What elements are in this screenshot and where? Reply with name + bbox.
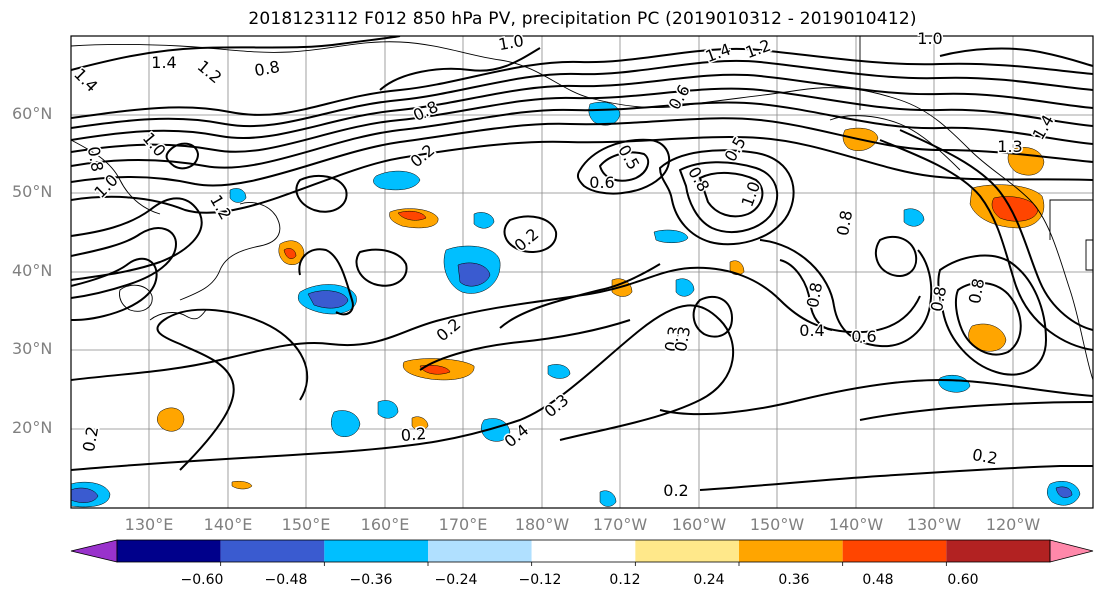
colorbar-segment [739,540,843,562]
contour-label: 0.8 [684,163,713,195]
contour-label: 1.4 [703,40,733,67]
gridlines [71,36,1093,508]
colorbar-tick-label: −0.48 [264,572,308,588]
lat-label-60n: 60°N [12,104,53,123]
contour-label: 0.2 [433,314,465,345]
lat-label-20n: 20°N [12,418,53,437]
pv-contours [71,36,1093,491]
colorbar-tick-label: −0.12 [518,572,562,588]
contour-label: 0.3 [671,325,694,353]
colorbar-tick-label: 0.12 [609,572,641,588]
colorbar-tick-label: −0.36 [349,572,393,588]
colorbar-tick-label: −0.24 [434,572,478,588]
colorbar-segment [117,540,221,562]
lon-label-160w: 160°W [671,515,727,534]
colorbar-frame [116,539,1051,563]
contour-label: 0.2 [79,425,102,453]
contour-label: 0.6 [589,173,614,192]
colorbar-segment [531,540,636,562]
lon-label-130e: 130°E [124,515,174,534]
contour-label: 0.5 [614,141,643,173]
colorbar-tick-label: 0.24 [693,572,725,588]
lat-label-50n: 50°N [12,182,53,201]
contour-label: 0.8 [965,277,988,305]
contour-label: 1.0 [139,129,170,161]
contour-label: 1.3 [997,137,1022,156]
colorbar-segment [946,540,1050,562]
map-frame [70,35,1094,509]
colorbar-tick-label: 0.60 [947,572,979,588]
contour-label: 0.8 [84,145,107,173]
colorbar [70,539,1094,566]
lon-label-170w: 170°W [592,515,648,534]
contour-label: 0.8 [253,57,281,80]
lon-label-170e: 170°E [438,515,488,534]
colorbar-tick-label: 0.48 [862,572,894,588]
contour-label: 0.2 [511,224,543,255]
contour-label: 0.8 [833,209,856,237]
contour-label: 0.2 [407,140,439,171]
lon-label-150e: 150°E [281,515,331,534]
lon-label-140e: 140°E [203,515,253,534]
colorbar-segment [324,540,428,562]
contour-label: 0.4 [799,321,824,340]
contour-label: 0.6 [665,81,694,113]
contour-label: 1.4 [151,53,176,72]
contour-label: 1.2 [743,36,773,63]
contour-label: 0.8 [803,281,826,309]
lon-label-130w: 130°W [906,515,962,534]
colorbar-tick-label: 0.36 [778,572,810,588]
colorbar-extend-max [1049,539,1094,563]
colorbar-segment [428,540,532,562]
contour-label: 0.2 [400,424,427,445]
colorbar-segment [635,540,739,562]
colorbar-extend-min [70,539,118,563]
contour-label: 0.2 [971,445,999,468]
lat-label-30n: 30°N [12,339,53,358]
contour-label: 0.3 [541,390,573,421]
contour-label: 0.8 [927,285,950,313]
colorbar-tick-label: −0.60 [180,572,224,588]
lon-label-120w: 120°W [985,515,1041,534]
colorbar-segment [220,540,325,562]
lon-label-180w: 180°W [514,515,570,534]
lat-label-40n: 40°N [12,261,53,280]
contour-label: 0.2 [663,481,688,500]
contour-label: 1.0 [917,29,942,48]
lon-label-140w: 140°W [828,515,884,534]
contour-label: 0.8 [410,97,441,125]
contour-label: 1.0 [497,31,525,54]
colorbar-segment [842,540,947,562]
contour-label: 1.2 [194,56,226,87]
precip-anomaly-shading [71,101,1081,508]
coastlines [71,36,1093,381]
lon-label-150w: 150°W [749,515,805,534]
lon-label-160e: 160°E [360,515,410,534]
contour-label: 0.6 [851,327,876,346]
figure-title: 2018123112 F012 850 hPa PV, precipitatio… [248,9,917,29]
